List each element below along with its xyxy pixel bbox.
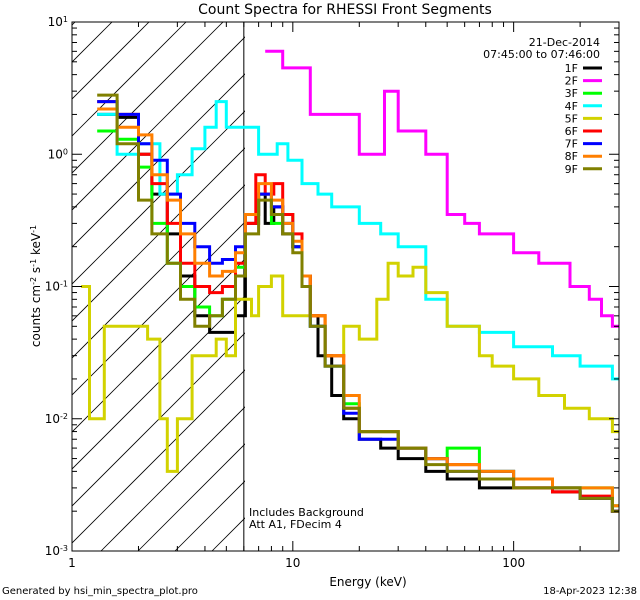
hatch-line xyxy=(137,443,245,551)
legend: 21-Dec-2014 07:45:00 to 07:46:00 1F2F3F4… xyxy=(483,36,602,176)
series-line-8F xyxy=(97,107,619,508)
chart-title: Count Spectra for RHESSI Front Segments xyxy=(198,2,492,18)
legend-date: 21-Dec-2014 xyxy=(529,36,600,49)
x-tick-label: 100 xyxy=(502,556,525,570)
legend-label-4F: 4F xyxy=(565,100,578,113)
legend-time-range: 07:45:00 to 07:46:00 xyxy=(483,48,600,61)
x-axis-label: Energy (keV) xyxy=(329,575,406,589)
series-layer xyxy=(81,49,619,513)
legend-label-5F: 5F xyxy=(565,112,578,125)
y-tick-label: 10-1 xyxy=(45,279,68,294)
y-tick-label: 10-3 xyxy=(45,544,68,559)
y-axis-label: counts cm-2 s-1 keV-1 xyxy=(29,225,44,347)
y-tick-label: 101 xyxy=(48,15,68,30)
legend-label-3F: 3F xyxy=(565,87,578,100)
legend-label-7F: 7F xyxy=(565,138,578,151)
legend-label-2F: 2F xyxy=(565,75,578,88)
series-line-2F xyxy=(265,49,619,328)
hatch-line xyxy=(100,406,245,551)
hatch-line xyxy=(72,221,245,396)
legend-label-1F: 1F xyxy=(565,62,578,75)
hatch-line xyxy=(72,22,150,100)
hatch-line xyxy=(72,22,187,137)
hatch-line xyxy=(72,22,224,174)
hatch-line xyxy=(72,110,245,285)
series-line-4F xyxy=(97,100,619,381)
x-tick-label: 10 xyxy=(285,556,300,570)
annotation-attenuator: Att A1, FDecim 4 xyxy=(249,518,342,531)
legend-label-9F: 9F xyxy=(565,163,578,176)
hatch-line xyxy=(72,369,245,544)
hatch-line xyxy=(72,332,245,507)
footer-timestamp: 18-Apr-2023 12:38 xyxy=(543,586,637,597)
axes: 1 10 100 101 100 10-1 10-2 10-3 xyxy=(45,15,620,570)
y-tick-label: 100 xyxy=(48,147,68,162)
hatch-line xyxy=(72,36,245,211)
hatch-line xyxy=(72,295,245,470)
hatch-line xyxy=(72,147,245,322)
series-line-9F xyxy=(97,93,619,513)
legend-label-6F: 6F xyxy=(565,125,578,138)
footer-generated-by: Generated by hsi_min_spectra_plot.pro xyxy=(2,586,198,597)
annotation-background: Includes Background xyxy=(249,506,364,519)
hatch-line xyxy=(72,22,113,63)
legend-label-8F: 8F xyxy=(565,150,578,163)
y-tick-label: 10-2 xyxy=(45,411,68,426)
x-tick-label: 1 xyxy=(68,556,76,570)
